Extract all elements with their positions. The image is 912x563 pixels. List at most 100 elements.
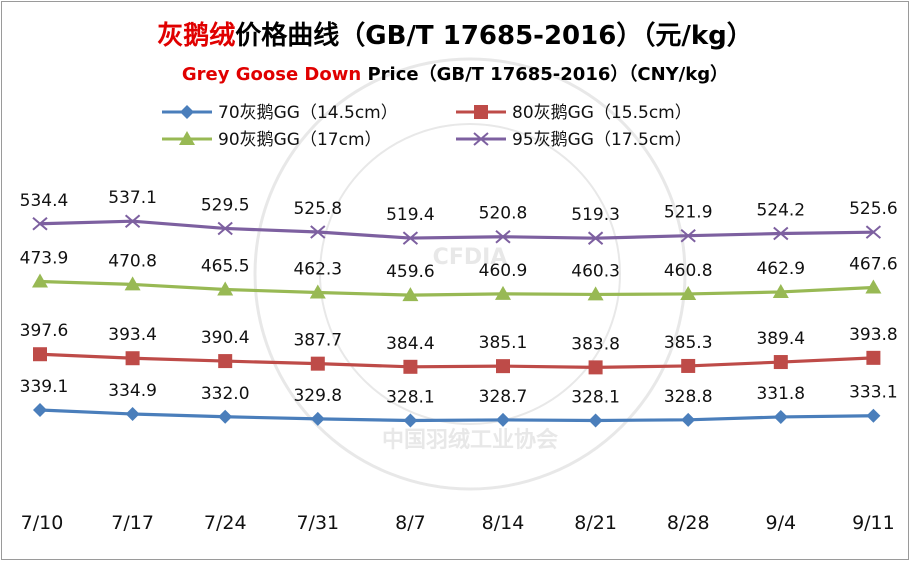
- series-4-data-label: 525.8: [293, 199, 342, 219]
- series-1-data-label: 334.9: [108, 381, 157, 401]
- series-3-point: [124, 276, 141, 291]
- series-2-data-label: 383.8: [571, 334, 620, 354]
- legend-swatch-marker: [474, 105, 488, 119]
- series-4-point: [32, 217, 48, 231]
- legend-label: 95灰鹅GG（17.5cm）: [512, 130, 692, 150]
- chart-title-red: 灰鹅绒: [157, 20, 235, 51]
- series-1-line: [39, 408, 874, 423]
- chart-subtitle: Grey Goose Down Price（GB/T 17685-2016）（C…: [182, 64, 728, 85]
- series-3-point: [772, 283, 789, 298]
- series-2-data-label: 393.8: [849, 325, 898, 345]
- series-3-data-label: 462.3: [293, 260, 342, 280]
- series-2-data-label: 390.4: [201, 328, 250, 348]
- series-3-point: [309, 284, 326, 299]
- series-2-data-label: 387.7: [293, 331, 342, 351]
- series-2-point: [403, 359, 418, 374]
- series-4-point: [495, 229, 511, 244]
- series-4-data-label: 519.3: [571, 205, 620, 225]
- legend-swatch-marker: [473, 132, 489, 146]
- series-2-data-label: 385.3: [664, 333, 713, 353]
- legend-item: 90灰鹅GG（17cm）: [162, 130, 382, 150]
- series-1-data-label: 331.8: [756, 384, 805, 404]
- x-tick-label: 8/21: [574, 512, 617, 534]
- series-4-data-label: 537.1: [108, 188, 157, 208]
- series-4-point: [124, 214, 141, 228]
- series-3-data-label: 473.9: [20, 248, 69, 268]
- series-3-point: [587, 286, 604, 301]
- series-2-point: [588, 360, 603, 375]
- series-2-data-label: 393.4: [108, 325, 157, 345]
- series-2-point: [33, 347, 47, 362]
- series-3-data-label: 459.6: [386, 262, 435, 282]
- series-1-point: [310, 411, 325, 426]
- series-4: 534.4 537.1 529.5 525.8 519.4 520.8 519.3 521.9…: [20, 188, 898, 245]
- series-layer: 339.1 334.9 332.0 329.8 328.1 328.7 328.1 328.8…: [20, 188, 898, 428]
- series-1-data-label: 328.7: [479, 387, 528, 407]
- chart-title: 灰鹅绒价格曲线（GB/T 17685-2016）（元/kg）: [157, 20, 752, 51]
- series-1-data-label: 333.1: [849, 383, 898, 403]
- legend-item: 80灰鹅GG（15.5cm）: [456, 103, 692, 123]
- chart-subtitle-red: Grey Goose Down: [182, 64, 361, 85]
- series-4-line: [39, 219, 874, 240]
- series-3-point: [680, 285, 697, 300]
- series-4-data-label: 525.6: [849, 199, 898, 219]
- series-4-data-label: 529.5: [201, 195, 250, 215]
- series-1-data-label: 328.1: [571, 387, 620, 407]
- series-4-point: [217, 221, 233, 236]
- series-4-point: [310, 225, 326, 239]
- series-1-point: [681, 412, 696, 427]
- series-4-point: [680, 228, 696, 243]
- series-2-data-label: 384.4: [386, 334, 435, 354]
- legend-label: 90灰鹅GG（17cm）: [218, 130, 382, 150]
- x-tick-label: 9/11: [852, 512, 895, 534]
- series-1-point: [125, 407, 140, 422]
- series-2-point: [218, 354, 233, 369]
- series-4-data-label: 534.4: [20, 191, 69, 211]
- x-tick-label: 7/17: [111, 512, 154, 534]
- series-1-point: [588, 413, 603, 428]
- x-tick-label: 9/4: [766, 512, 797, 534]
- series-2-point: [125, 351, 140, 366]
- series-2-point: [773, 355, 788, 370]
- chart-subtitle-black: Price（GB/T 17685-2016）（CNY/kg）: [361, 64, 728, 85]
- series-3-data-label: 462.9: [756, 259, 805, 279]
- x-tick-label: 7/10: [21, 512, 64, 534]
- series-3: 473.9 470.8 465.5 462.3 459.6 460.9 460.3 460.8…: [20, 248, 898, 302]
- x-axis: 7/10 7/17 7/24 7/31 8/7 8/14 8/21 8/28 9/4 9/11: [21, 512, 895, 534]
- x-tick-label: 8/7: [395, 512, 426, 534]
- series-4-data-label: 521.9: [664, 203, 713, 223]
- series-2-point: [866, 350, 881, 365]
- series-3-data-label: 460.8: [664, 261, 713, 281]
- series-2-point: [310, 356, 325, 371]
- chart-title-black: 价格曲线（GB/T 17685-2016）（元/kg）: [235, 20, 752, 51]
- legend-swatch-marker: [180, 105, 194, 119]
- series-4-data-label: 520.8: [479, 204, 528, 224]
- series-3-point: [32, 273, 48, 288]
- series-2-line: [39, 352, 874, 369]
- legend-label: 80灰鹅GG（15.5cm）: [512, 103, 692, 123]
- series-2-data-label: 389.4: [756, 329, 805, 349]
- series-1-point: [33, 403, 47, 417]
- series-3-data-label: 470.8: [108, 251, 157, 271]
- series-1-point: [403, 413, 418, 428]
- series-3-data-label: 467.6: [849, 254, 898, 274]
- watermark-text: 中国羽绒工业协会: [382, 427, 558, 453]
- legend: 70灰鹅GG（14.5cm） 80灰鹅GG（15.5cm） 90灰鹅GG（17cm）…: [162, 103, 692, 150]
- series-2: 397.6 393.4 390.4 387.7 384.4 385.1 383.8 385.3…: [20, 321, 898, 375]
- x-tick-label: 7/31: [296, 512, 339, 534]
- watermark-seal: CFDIA 中国羽绒工业协会: [253, 57, 687, 491]
- series-1-point: [866, 408, 881, 423]
- series-2-data-label: 385.1: [479, 333, 528, 353]
- x-tick-label: 7/24: [204, 512, 247, 534]
- series-1: 339.1 334.9 332.0 329.8 328.1 328.7 328.1 328.8…: [20, 377, 898, 428]
- series-1-point: [218, 409, 233, 424]
- series-3-data-label: 460.3: [571, 261, 620, 281]
- legend-item: 70灰鹅GG（14.5cm）: [162, 103, 398, 123]
- series-4-point: [402, 231, 419, 245]
- series-3-point: [217, 281, 234, 296]
- x-tick-label: 8/14: [482, 512, 525, 534]
- series-1-data-label: 332.0: [201, 384, 250, 404]
- legend-item: 95灰鹅GG（17.5cm）: [456, 130, 692, 150]
